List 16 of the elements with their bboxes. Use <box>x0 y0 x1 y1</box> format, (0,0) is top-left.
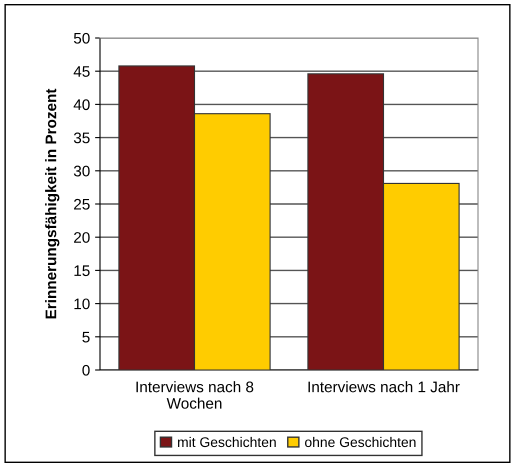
x-tick-label: Interviews nach 1 Jahr <box>308 381 460 392</box>
legend-label: ohne Geschichten <box>305 436 416 448</box>
y-tick-label: 25 <box>74 198 90 210</box>
y-tick-label: 0 <box>82 364 90 376</box>
y-tick-label: 5 <box>82 332 90 342</box>
y-axis-title: Erinnerungsfähigkeit in Prozent <box>45 88 60 318</box>
y-tick-label: 15 <box>74 265 90 276</box>
y-tick-label: 50 <box>74 32 90 44</box>
legend-label: mit Geschichten <box>178 436 276 448</box>
y-tick-label: 10 <box>74 298 90 310</box>
x-tick-label: Interviews nach 8 Wochen <box>136 381 254 409</box>
y-tick-label: 30 <box>74 166 90 176</box>
y-tick-label: 35 <box>74 132 90 144</box>
y-tick-label: 40 <box>74 99 90 110</box>
y-tick-label: 45 <box>74 66 90 77</box>
y-tick-label: 20 <box>74 232 90 243</box>
